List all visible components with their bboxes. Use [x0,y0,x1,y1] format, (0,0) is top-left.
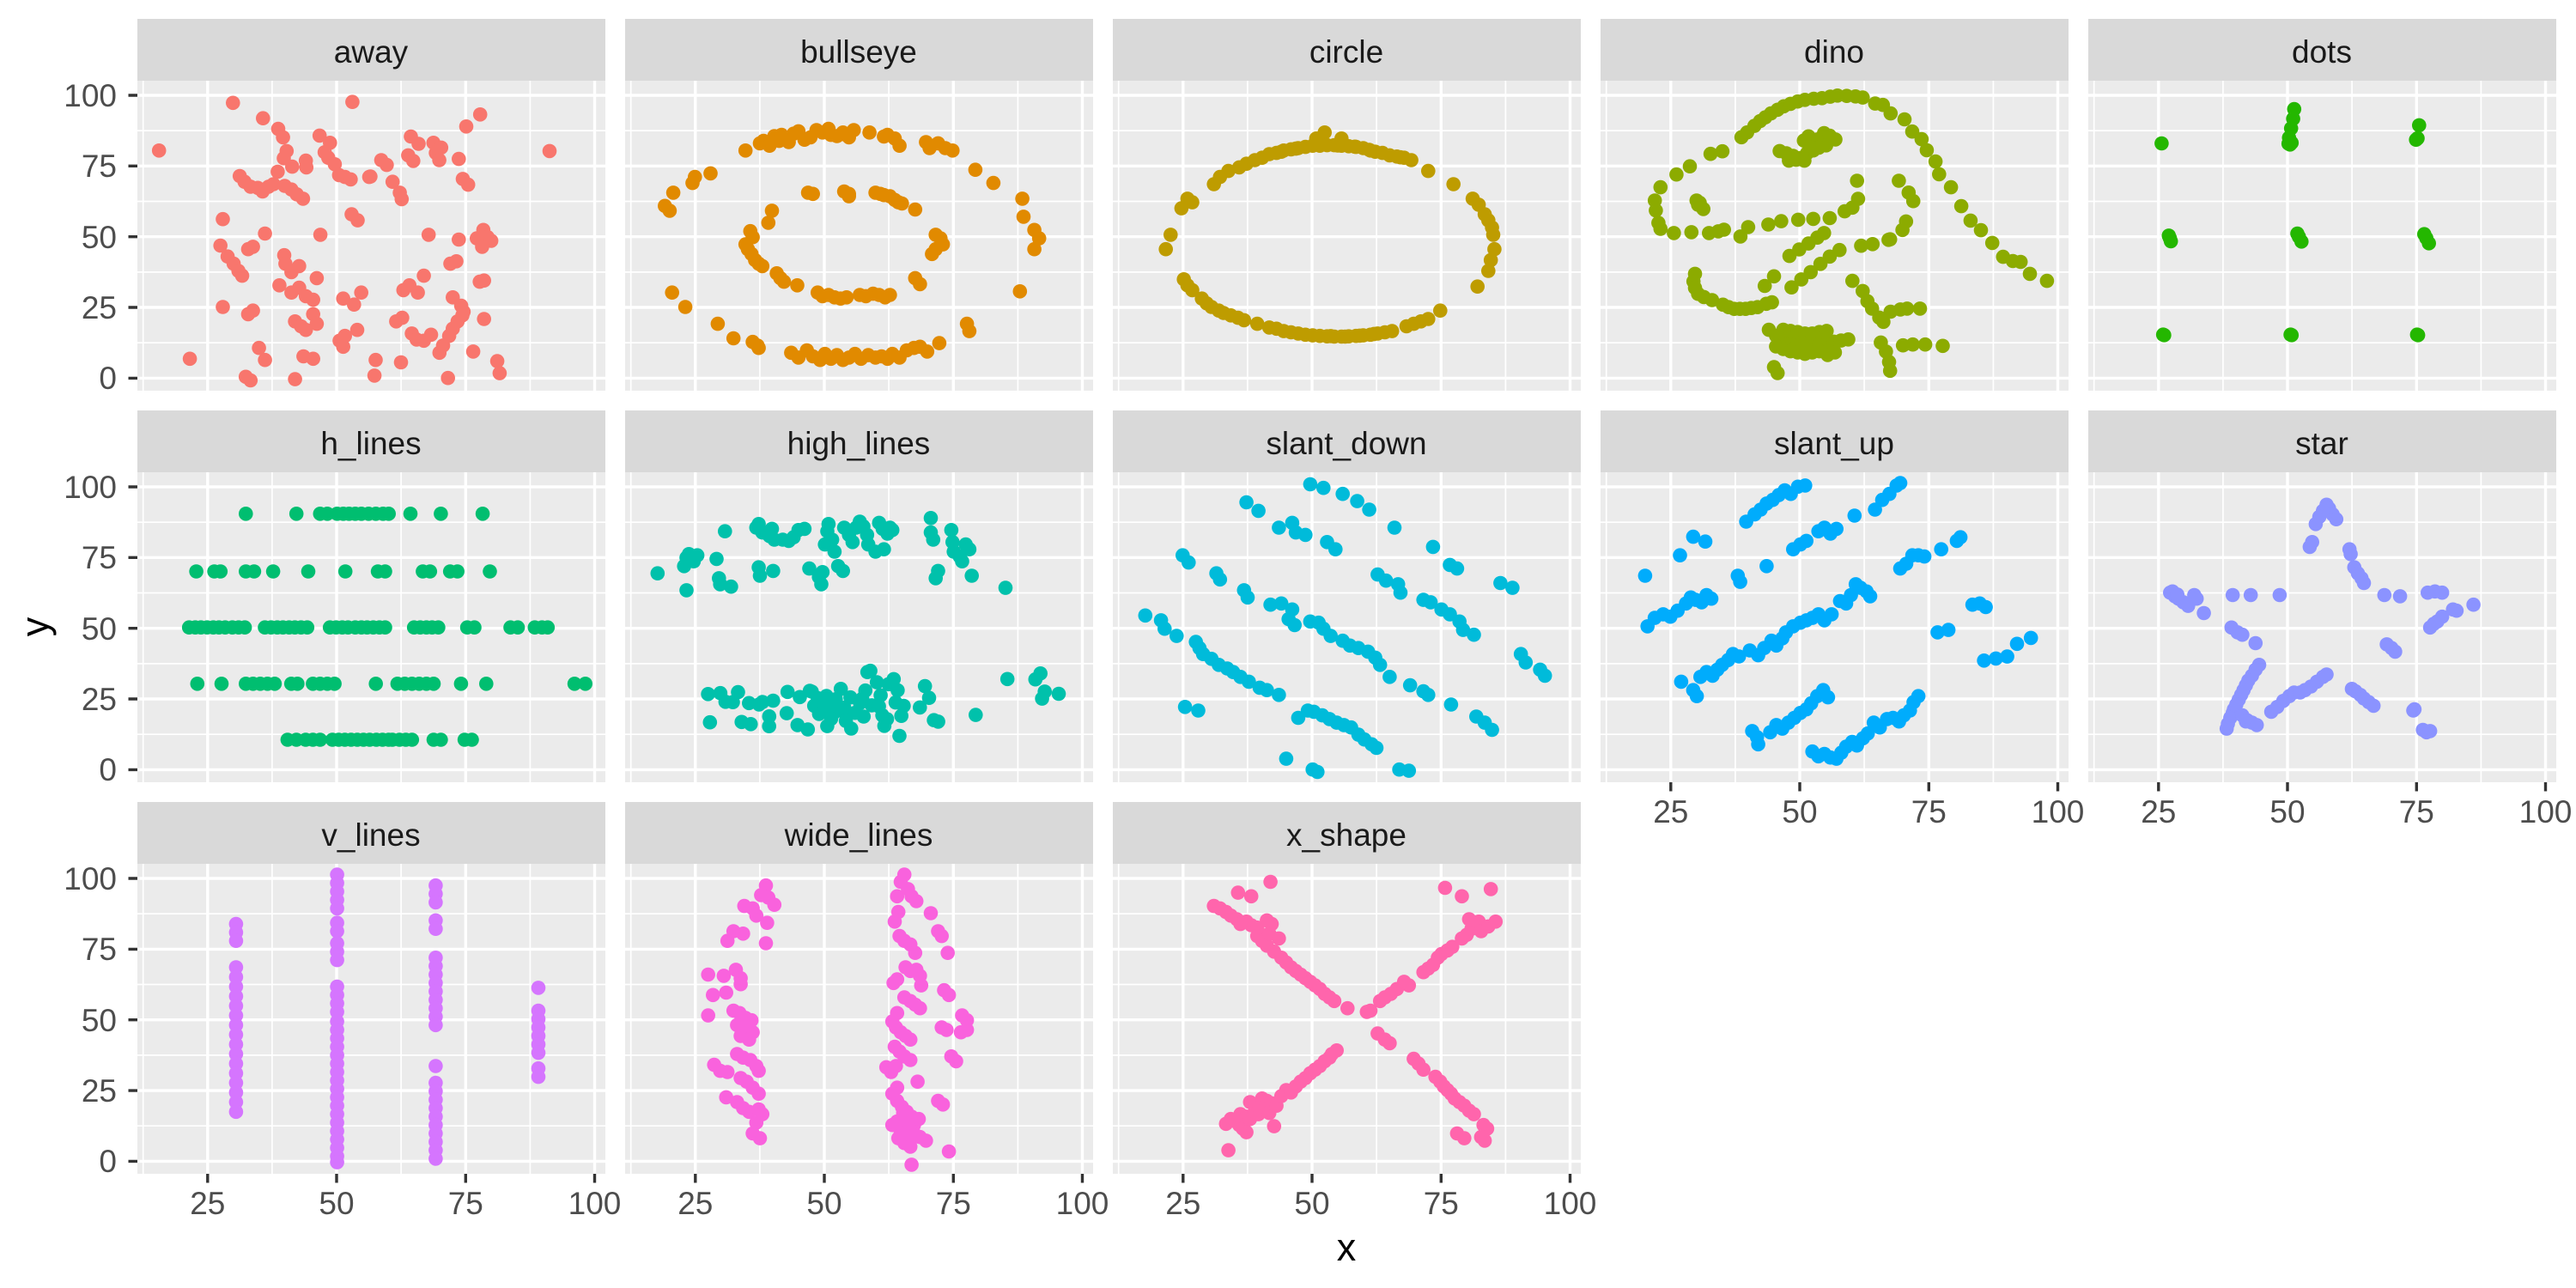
svg-text:25: 25 [2141,794,2176,829]
svg-text:100: 100 [1544,1186,1597,1221]
svg-text:dots: dots [2292,34,2352,70]
svg-text:50: 50 [1782,794,1817,829]
svg-text:25: 25 [82,682,117,717]
svg-text:25: 25 [82,290,117,325]
svg-text:75: 75 [936,1186,971,1221]
svg-text:75: 75 [82,540,117,575]
svg-text:0: 0 [99,1144,117,1179]
svg-text:wide_lines: wide_lines [784,817,933,853]
svg-text:100: 100 [64,470,117,505]
svg-text:50: 50 [82,220,117,255]
svg-text:25: 25 [1653,794,1688,829]
svg-text:slant_down: slant_down [1266,426,1426,461]
svg-text:50: 50 [82,1003,117,1038]
svg-text:v_lines: v_lines [321,817,420,853]
svg-text:circle: circle [1309,34,1383,70]
svg-text:dino: dino [1804,34,1864,70]
svg-text:25: 25 [82,1073,117,1109]
svg-text:x_shape: x_shape [1286,817,1406,853]
svg-text:bullseye: bullseye [800,34,917,70]
svg-text:75: 75 [1911,794,1947,829]
svg-text:0: 0 [99,361,117,396]
svg-text:75: 75 [448,1186,483,1221]
svg-text:0: 0 [99,752,117,787]
svg-text:y: y [13,617,57,636]
svg-text:75: 75 [2399,794,2434,829]
svg-text:25: 25 [1165,1186,1200,1221]
svg-text:50: 50 [82,611,117,647]
svg-text:100: 100 [2032,794,2085,829]
svg-text:100: 100 [64,861,117,896]
svg-text:star: star [2295,426,2348,461]
svg-text:away: away [334,34,409,70]
svg-text:75: 75 [82,149,117,184]
svg-text:75: 75 [82,932,117,967]
svg-text:slant_up: slant_up [1774,426,1894,461]
svg-text:100: 100 [2519,794,2573,829]
svg-text:50: 50 [806,1186,841,1221]
svg-text:75: 75 [1424,1186,1459,1221]
svg-text:100: 100 [1056,1186,1109,1221]
svg-text:50: 50 [2269,794,2305,829]
svg-text:25: 25 [677,1186,713,1221]
svg-text:x: x [1337,1225,1357,1269]
svg-text:25: 25 [190,1186,225,1221]
svg-text:100: 100 [568,1186,622,1221]
svg-text:h_lines: h_lines [320,426,421,461]
svg-text:high_lines: high_lines [787,426,931,461]
svg-text:100: 100 [64,78,117,113]
svg-text:50: 50 [319,1186,354,1221]
svg-text:50: 50 [1294,1186,1329,1221]
